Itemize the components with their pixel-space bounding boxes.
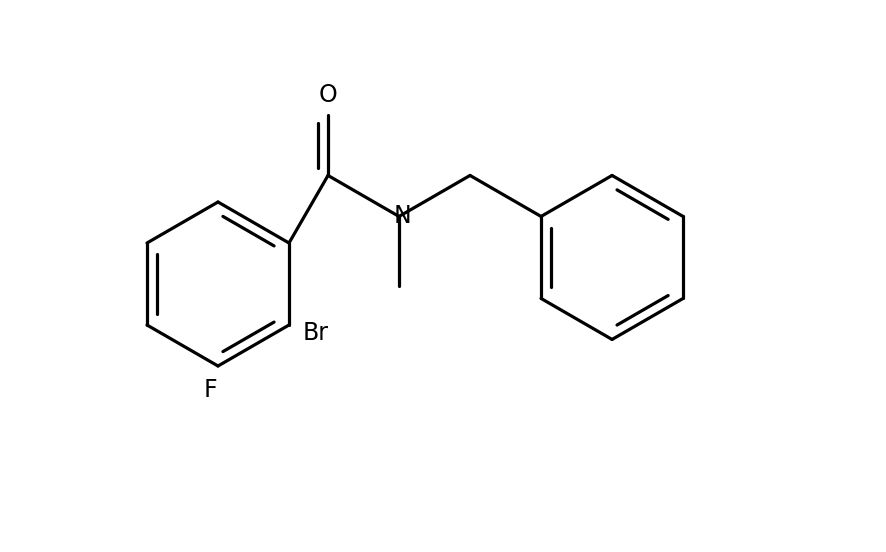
Text: N: N bbox=[393, 204, 411, 229]
Text: O: O bbox=[319, 83, 338, 108]
Text: F: F bbox=[203, 378, 217, 402]
Text: Br: Br bbox=[303, 321, 329, 345]
